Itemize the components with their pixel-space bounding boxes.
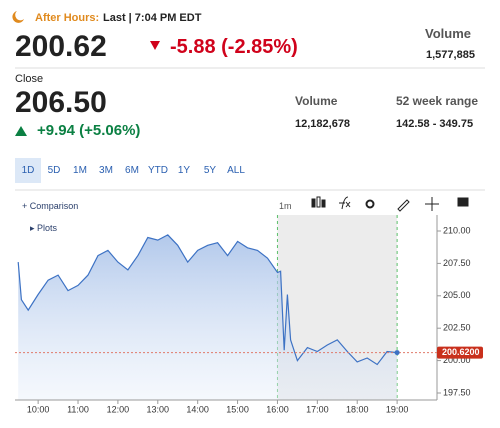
range-button[interactable]: 3M [99, 165, 113, 176]
x-tick-label: 10:00 [27, 404, 50, 414]
interval-button[interactable]: 1m [279, 201, 292, 211]
range-button[interactable]: 5Y [203, 165, 217, 176]
x-tick-label: 17:00 [306, 404, 329, 414]
close-label: Close [15, 73, 44, 85]
range-label: 52 week range [396, 94, 479, 108]
close-price: 206.50 [15, 86, 107, 119]
x-tick-label: 12:00 [107, 404, 130, 414]
price-line [17, 234, 398, 366]
range: 142.58 - 349.75 [396, 118, 474, 130]
x-tick-label: 14:00 [186, 404, 209, 414]
range-button[interactable]: 1M [73, 165, 87, 176]
last-price-dot [394, 350, 400, 356]
y-tick-label: 202.50 [443, 323, 471, 333]
plots-button[interactable]: ▸ Plots [30, 223, 58, 233]
price-area [18, 234, 398, 400]
x-tick-label: 15:00 [226, 404, 249, 414]
volume: 1,577,885 [426, 49, 475, 61]
x-tick-label: 13:00 [147, 404, 170, 414]
price: 200.62 [15, 30, 107, 63]
plots-label[interactable]: Plots [37, 223, 58, 233]
range-button[interactable]: 5D [47, 165, 61, 176]
toolbar-icons [311, 196, 469, 212]
up-arrow [15, 126, 27, 136]
y-tick-label: 207.50 [443, 258, 471, 268]
y-tick-label: 210.00 [443, 225, 471, 235]
last-price-label: 200.6200 [442, 347, 480, 357]
volume-label: Volume [425, 26, 471, 41]
range-button[interactable]: 1Y [177, 165, 191, 176]
x-tick-label: 11:00 [67, 404, 89, 414]
x-tick-label: 19:00 [386, 404, 409, 414]
close-change: +9.94 (+5.06%) [37, 122, 141, 139]
y-tick-label: 197.50 [443, 387, 471, 397]
range-button[interactable]: 6M [125, 165, 139, 176]
x-tick-label: 18:00 [346, 404, 369, 414]
down-arrow [150, 41, 160, 50]
range-button[interactable]: YTD [148, 165, 168, 176]
x-tick-label: 16:00 [266, 404, 289, 414]
range-button[interactable]: 1D [15, 158, 41, 183]
after-hours-label: After Hours: [35, 12, 100, 24]
change: -5.88 (-2.85%) [170, 36, 298, 58]
moon-icon [12, 11, 24, 23]
comparison-button[interactable]: + Comparison [22, 201, 79, 211]
last-price-tag [437, 346, 483, 359]
time: Last | 7:04 PM EDT [103, 12, 202, 24]
y-tick-label: 205.00 [443, 290, 471, 300]
volume-label: Volume [295, 94, 338, 108]
range-button[interactable]: ALL [227, 165, 245, 176]
volume: 12,182,678 [295, 118, 351, 130]
y-tick-label: 200.00 [443, 355, 471, 365]
